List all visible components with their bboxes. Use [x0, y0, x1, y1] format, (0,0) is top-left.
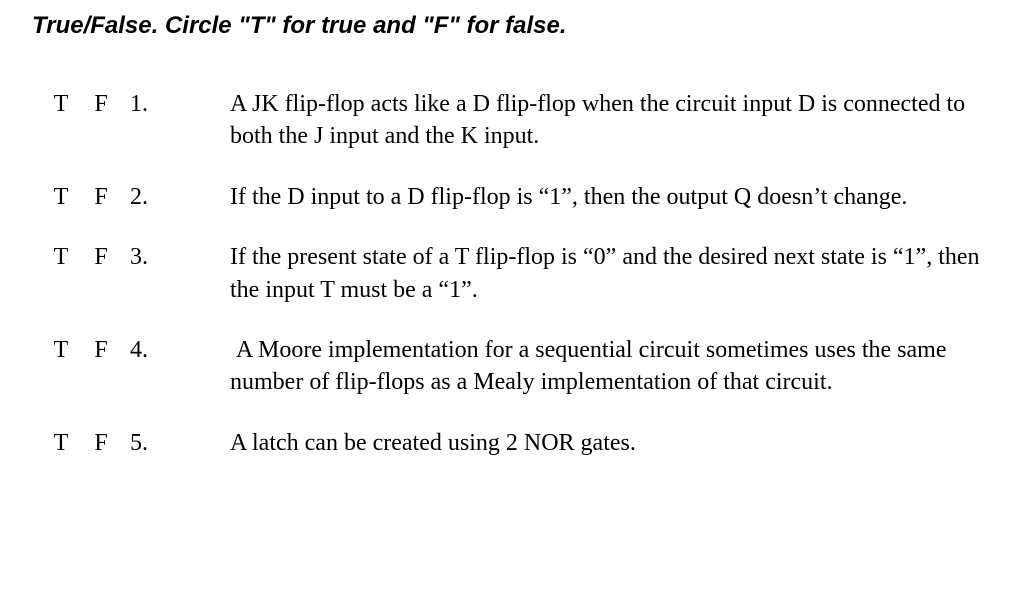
question-row: T F 3. If the present state of a T flip-… [32, 241, 992, 306]
instructions-text: True/False. Circle "T" for true and "F" … [32, 12, 992, 40]
true-option[interactable]: T [50, 241, 72, 273]
false-option[interactable]: F [90, 241, 112, 273]
true-option[interactable]: T [50, 88, 72, 120]
question-list: T F 1. A JK flip-flop acts like a D flip… [32, 88, 992, 459]
question-row: T F 2. If the D input to a D flip-flop i… [32, 181, 992, 213]
exam-page: True/False. Circle "T" for true and "F" … [0, 0, 1024, 511]
tf-number-group: T F 4. [32, 334, 200, 366]
question-number: 2. [130, 181, 160, 213]
question-text: A JK flip-flop acts like a D flip-flop w… [200, 88, 992, 153]
question-number: 4. [130, 334, 160, 366]
question-text: If the present state of a T flip-flop is… [200, 241, 992, 306]
question-number: 1. [130, 88, 160, 120]
question-text: A latch can be created using 2 NOR gates… [200, 427, 992, 459]
tf-number-group: T F 2. [32, 181, 200, 213]
question-row: T F 5. A latch can be created using 2 NO… [32, 427, 992, 459]
true-option[interactable]: T [50, 427, 72, 459]
true-option[interactable]: T [50, 181, 72, 213]
tf-number-group: T F 5. [32, 427, 200, 459]
question-text: A Moore implementation for a sequential … [200, 334, 992, 399]
false-option[interactable]: F [90, 181, 112, 213]
false-option[interactable]: F [90, 334, 112, 366]
false-option[interactable]: F [90, 88, 112, 120]
question-row: T F 1. A JK flip-flop acts like a D flip… [32, 88, 992, 153]
question-number: 5. [130, 427, 160, 459]
question-text: If the D input to a D flip-flop is “1”, … [200, 181, 992, 213]
tf-number-group: T F 1. [32, 88, 200, 120]
false-option[interactable]: F [90, 427, 112, 459]
question-number: 3. [130, 241, 160, 273]
question-row: T F 4. A Moore implementation for a sequ… [32, 334, 992, 399]
tf-number-group: T F 3. [32, 241, 200, 273]
true-option[interactable]: T [50, 334, 72, 366]
